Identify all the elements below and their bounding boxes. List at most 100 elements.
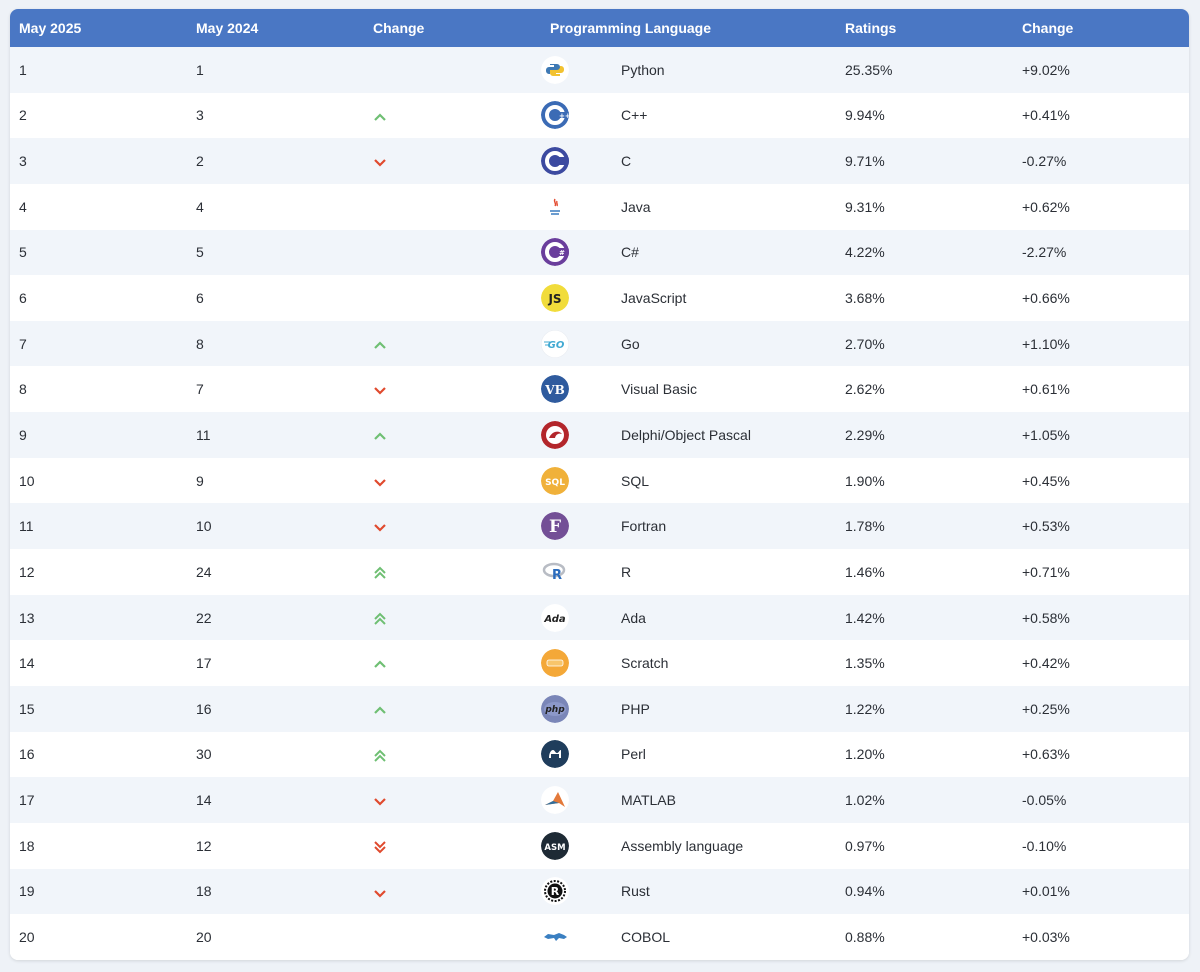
perl-icon xyxy=(541,740,569,769)
rank-2024: 1 xyxy=(196,61,204,78)
rating-change: +0.45% xyxy=(1022,472,1070,489)
rank-change xyxy=(364,732,541,778)
rating-value: 2.62% xyxy=(845,381,885,398)
rank-2024: 14 xyxy=(196,792,212,809)
rank-change xyxy=(364,686,541,732)
language-name[interactable]: Java xyxy=(621,198,651,215)
rank-2024: 24 xyxy=(196,563,212,580)
rank-2024: 4 xyxy=(196,198,204,215)
rating-value: 1.22% xyxy=(845,700,885,717)
table-row: 15 16 php PHP 1.22% +0.25% xyxy=(10,685,1189,732)
header-rank-change[interactable]: Change xyxy=(373,20,425,36)
language-name[interactable]: Assembly language xyxy=(621,837,744,854)
cobol-icon xyxy=(541,922,569,951)
chevron-up-icon xyxy=(373,657,387,671)
javascript-icon: JS xyxy=(541,284,569,313)
language-name[interactable]: COBOL xyxy=(621,928,671,945)
rank-2024: 7 xyxy=(196,381,204,398)
language-logo-cell xyxy=(541,47,612,93)
language-logo-cell: F xyxy=(541,503,612,549)
language-name[interactable]: Scratch xyxy=(621,655,669,672)
language-name[interactable]: Fortran xyxy=(621,518,667,535)
table-header-row: May 2025 May 2024 Change Programming Lan… xyxy=(10,9,1189,47)
language-name[interactable]: C# xyxy=(621,244,639,261)
language-name[interactable]: PHP xyxy=(621,700,650,717)
language-name[interactable]: JavaScript xyxy=(621,290,687,307)
ada-icon: Ada xyxy=(541,603,569,632)
header-may-2025[interactable]: May 2025 xyxy=(19,20,82,36)
language-logo-cell: php xyxy=(541,686,612,732)
chevron-down-icon xyxy=(373,475,387,489)
rank-change xyxy=(364,869,541,915)
chevron-down-icon xyxy=(373,886,387,900)
svg-text:php: php xyxy=(544,705,565,715)
header-ratings[interactable]: Ratings xyxy=(845,20,897,36)
rating-value: 1.78% xyxy=(845,518,885,535)
rank-2024: 20 xyxy=(196,928,212,945)
chevron-up-icon xyxy=(373,703,387,717)
language-name[interactable]: C++ xyxy=(621,107,648,124)
language-logo-cell xyxy=(541,412,612,458)
visual-basic-icon: VB xyxy=(541,375,569,404)
language-logo-cell: SQL xyxy=(541,458,612,504)
language-name[interactable]: Visual Basic xyxy=(621,381,698,398)
rating-value: 4.22% xyxy=(845,244,885,261)
rust-icon: R xyxy=(541,877,569,906)
rating-change: -2.27% xyxy=(1022,244,1067,261)
rating-value: 2.70% xyxy=(845,335,885,352)
table-row: 4 4 Java 9.31% +0.62% xyxy=(10,183,1189,230)
ranking-table: May 2025 May 2024 Change Programming Lan… xyxy=(10,9,1189,960)
java-icon xyxy=(541,192,569,221)
rank-change xyxy=(364,230,541,276)
language-name[interactable]: Ada xyxy=(621,609,646,626)
rank-change xyxy=(364,366,541,412)
rating-change: +9.02% xyxy=(1022,61,1070,78)
header-rating-change[interactable]: Change xyxy=(1022,20,1074,36)
table-row: 20 20 COBOL 0.88% +0.03% xyxy=(10,914,1189,960)
language-name[interactable]: MATLAB xyxy=(621,792,676,809)
chevron-up-icon xyxy=(373,429,387,443)
language-name[interactable]: Perl xyxy=(621,746,646,763)
table-row: 8 7 VB Visual Basic 2.62% +0.61% xyxy=(10,366,1189,413)
language-name[interactable]: Delphi/Object Pascal xyxy=(621,426,751,443)
php-icon: php xyxy=(541,694,569,723)
language-logo-cell: R xyxy=(541,549,612,595)
rank-2025: 20 xyxy=(19,928,35,945)
rank-change xyxy=(364,503,541,549)
rating-change: +0.63% xyxy=(1022,746,1070,763)
language-logo-cell xyxy=(541,914,612,960)
rank-change xyxy=(364,412,541,458)
table-row: 17 14 MATLAB 1.02% -0.05% xyxy=(10,777,1189,823)
rating-value: 0.94% xyxy=(845,883,885,900)
table-row: 10 9 SQL SQL 1.90% +0.45% xyxy=(10,457,1189,504)
svg-text:VB: VB xyxy=(544,383,564,397)
rank-2024: 6 xyxy=(196,290,204,307)
language-name[interactable]: Rust xyxy=(621,883,650,900)
rating-value: 2.29% xyxy=(845,426,885,443)
table-row: 6 6 JS JavaScript 3.68% +0.66% xyxy=(10,275,1189,321)
language-name[interactable]: R xyxy=(621,563,632,580)
language-name[interactable]: Python xyxy=(621,61,665,78)
rating-value: 25.35% xyxy=(845,61,893,78)
header-programming-language[interactable]: Programming Language xyxy=(550,20,712,36)
rank-2025: 4 xyxy=(19,198,27,215)
scratch-icon xyxy=(541,649,569,678)
rank-2025: 2 xyxy=(19,107,27,124)
svg-text:GO: GO xyxy=(548,340,565,351)
header-may-2024[interactable]: May 2024 xyxy=(196,20,259,36)
rank-2025: 1 xyxy=(19,61,27,78)
language-logo-cell: JS xyxy=(541,275,612,321)
table-row: 12 24 R R 1.46% +0.71% xyxy=(10,549,1189,595)
language-name[interactable]: SQL xyxy=(621,472,650,489)
rank-2024: 2 xyxy=(196,153,204,170)
language-name[interactable]: C xyxy=(621,153,632,170)
rank-change xyxy=(364,275,541,321)
svg-text:JS: JS xyxy=(547,292,561,306)
rank-2025: 11 xyxy=(19,518,34,535)
rank-2025: 3 xyxy=(19,153,27,170)
rating-change: +1.05% xyxy=(1022,426,1070,443)
language-name[interactable]: Go xyxy=(621,335,640,352)
table-row: 14 17 Scratch 1.35% +0.42% xyxy=(10,640,1189,686)
rating-change: +0.41% xyxy=(1022,107,1070,124)
svg-text:#: # xyxy=(559,249,565,257)
